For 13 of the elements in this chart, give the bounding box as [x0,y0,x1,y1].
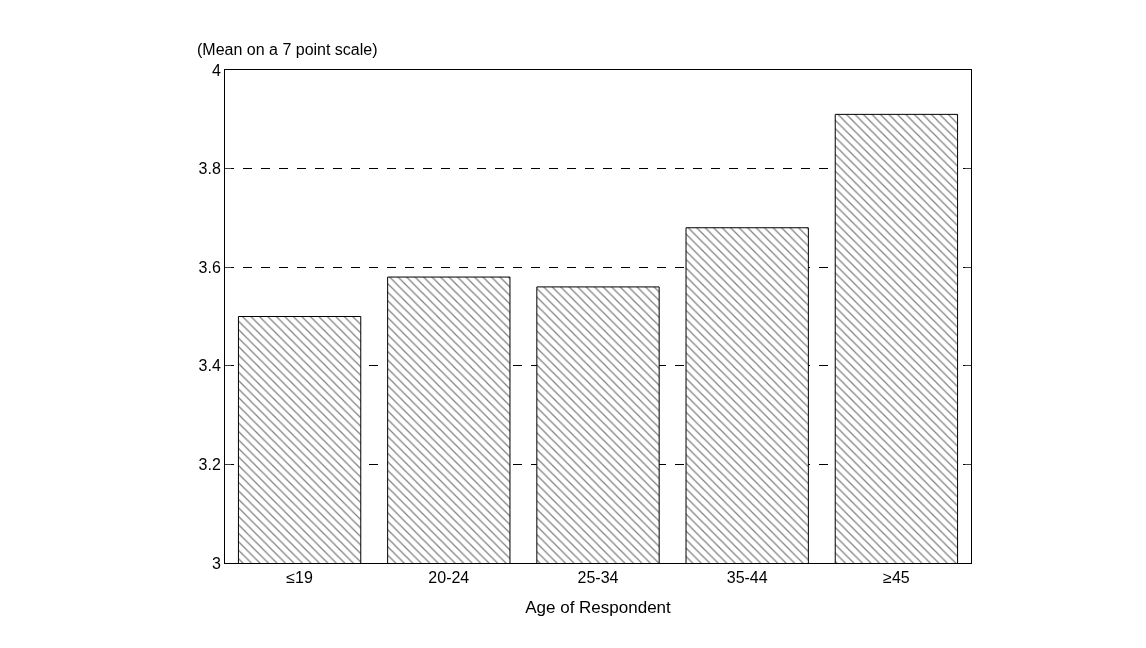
x-tick-label: 25-34 [577,569,619,587]
x-tick-label: ≤19 [286,569,313,587]
x-axis-title: Age of Respondent [525,597,672,617]
y-tick-label: 3.4 [198,357,221,375]
x-tick-label: 35-44 [726,569,768,587]
y-tick-label: 3.8 [198,160,221,178]
y-tick-label: 4 [211,61,221,79]
y-axis-title: (Mean on a 7 point scale) [197,41,378,58]
x-tick-label: ≥45 [883,569,910,587]
y-tick-label: 3 [211,554,221,572]
y-tick-label: 3.6 [198,258,221,276]
y-tick-label: 3.2 [198,456,221,473]
x-tick-label: 20-24 [428,569,470,587]
